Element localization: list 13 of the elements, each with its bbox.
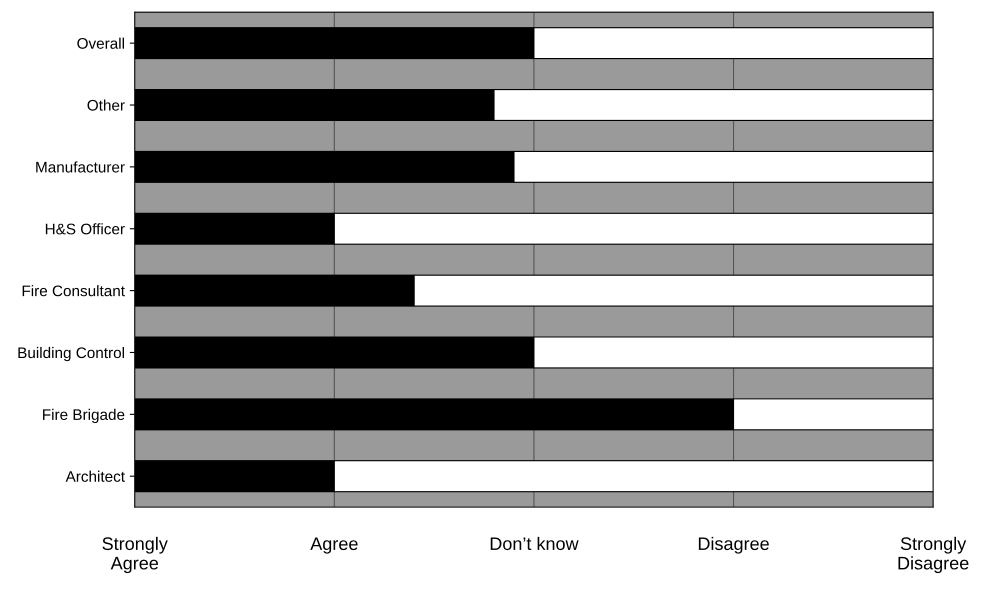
y-tick-label: Fire Brigade bbox=[43, 408, 124, 424]
y-tick-label: Other bbox=[88, 99, 125, 111]
y-tick-label: Fire Consultant bbox=[22, 285, 125, 296]
y-tick-label: Architect bbox=[66, 470, 125, 482]
text: Strongly Agree bbox=[102, 536, 168, 574]
text: Agree bbox=[310, 537, 358, 554]
text: Disagree bbox=[698, 536, 769, 554]
y-tick-label: H&S Officer bbox=[46, 223, 125, 234]
y-tick-label: Overall bbox=[77, 38, 124, 49]
y-tick-label: Manufacturer bbox=[36, 161, 125, 173]
text: Strongly Disagree bbox=[898, 536, 968, 574]
y-tick-label: Building Control bbox=[18, 346, 124, 362]
text: Don’t know bbox=[490, 536, 579, 550]
